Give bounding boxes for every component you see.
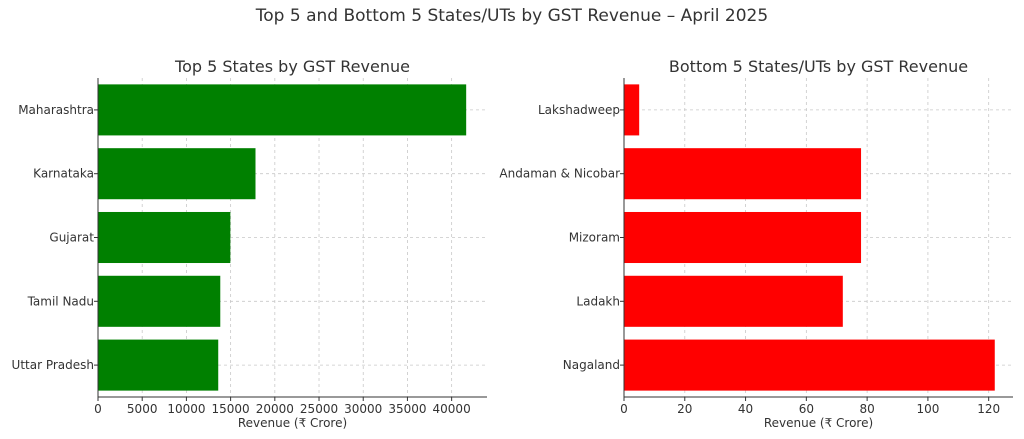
x-tick-label: 40 [738,402,753,416]
x-tick-label: 100 [916,402,939,416]
x-tick-label: 0 [620,402,628,416]
chart-title: Bottom 5 States/UTs by GST Revenue [669,57,968,76]
bar [98,148,256,200]
x-tick-label: 30000 [344,402,382,416]
chart-title: Top 5 States by GST Revenue [174,57,410,76]
y-tick-label: Tamil Nadu [27,294,94,308]
x-tick-label: 35000 [388,402,426,416]
y-tick-label: Maharashtra [18,103,94,117]
x-tick-label: 20 [677,402,692,416]
x-axis-label: Revenue (₹ Crore) [764,416,873,430]
x-tick-label: 60 [799,402,814,416]
chart-top-5: Top 5 States by GST Revenue 0 5000 10000 15… [12,57,487,430]
x-tick-label: 120 [977,402,1000,416]
x-tick-label: 25000 [300,402,338,416]
y-tick-label: Nagaland [563,358,620,372]
y-tick-label: Karnataka [33,167,94,181]
y-tick-label: Lakshadweep [538,103,620,117]
bar [98,275,221,327]
bar [98,211,231,264]
x-tick-label: 5000 [127,402,158,416]
y-tick-label: Mizoram [569,231,620,245]
bar [624,211,862,264]
x-tick-label: 40000 [433,402,471,416]
bar [98,84,467,136]
y-tick-label: Andaman & Nicobar [499,167,620,181]
x-axis-label: Revenue (₹ Crore) [238,416,347,430]
figure-title: Top 5 and Bottom 5 States/UTs by GST Rev… [255,6,768,26]
x-tick-label: 15000 [212,402,250,416]
y-tick-label: Ladakh [576,294,620,308]
x-tick-label: 10000 [167,402,205,416]
bar [624,148,862,200]
x-tick-label: 0 [94,402,102,416]
x-tick-label: 20000 [256,402,294,416]
bar [624,84,640,136]
chart-bottom-5: Bottom 5 States/UTs by GST Revenue 0 20 40… [499,57,1013,430]
bar [624,339,995,391]
bar [98,339,219,391]
y-tick-label: Gujarat [49,231,94,245]
bar [624,275,843,327]
y-tick-label: Uttar Pradesh [12,358,94,372]
x-tick-label: 80 [859,402,874,416]
